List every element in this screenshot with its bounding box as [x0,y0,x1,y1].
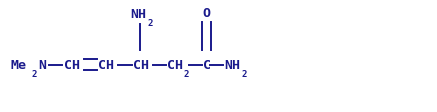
Text: 2: 2 [184,69,189,78]
Text: NH: NH [131,8,147,21]
Text: C: C [203,58,211,71]
Text: CH: CH [64,58,80,71]
Text: CH: CH [98,58,114,71]
Text: NH: NH [225,58,241,71]
Text: 2: 2 [31,69,37,78]
Text: CH: CH [133,58,149,71]
Text: Me: Me [11,58,27,71]
Text: N: N [38,58,46,71]
Text: O: O [202,7,210,20]
Text: 2: 2 [148,19,153,28]
Text: CH: CH [167,58,184,71]
Text: 2: 2 [242,69,247,78]
